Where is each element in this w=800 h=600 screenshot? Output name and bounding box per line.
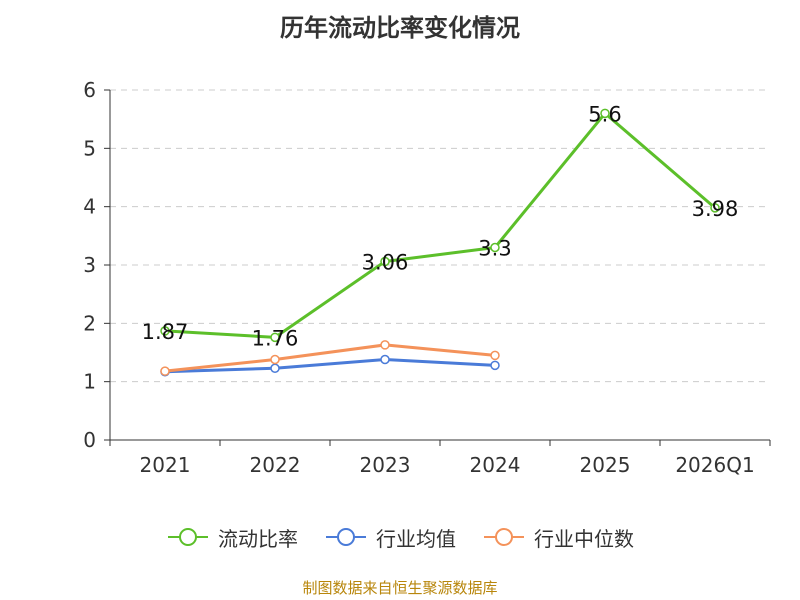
data-label: 1.87 (142, 320, 189, 344)
legend-line-marker-icon (168, 528, 208, 546)
series-line (164, 111, 716, 339)
legend: 流动比率 行业均值 行业中位数 (0, 520, 800, 554)
data-labels: 1.87 1.76 3.06 3.3 5.6 3.98 (142, 102, 739, 350)
data-label: 1.76 (252, 326, 299, 350)
legend-label: 流动比率 (218, 526, 298, 551)
y-tick-label: 6 (83, 78, 96, 102)
y-tick-label: 4 (83, 195, 96, 219)
y-tick-label: 1 (83, 370, 96, 394)
axes: 0 1 2 3 4 5 6 2021 2022 2023 2024 2025 2026Q1 (83, 78, 771, 477)
data-point (160, 326, 170, 336)
x-tick-label: 2023 (360, 453, 411, 477)
data-point (270, 363, 280, 373)
legend-line-marker-icon (484, 528, 524, 546)
grid-lines (110, 89, 770, 383)
data-point (490, 360, 500, 371)
legend-line-marker-icon (326, 528, 366, 546)
legend-label: 行业中位数 (534, 526, 634, 551)
data-point (270, 354, 280, 365)
chart-title: 历年流动比率变化情况 (280, 14, 520, 42)
series-lines (160, 108, 720, 377)
y-tick-label: 0 (83, 428, 96, 452)
data-label: 3.98 (692, 197, 739, 221)
data-point (380, 256, 390, 267)
data-point (600, 108, 610, 119)
series-line (164, 343, 496, 373)
data-label: 5.6 (588, 102, 621, 126)
data-point (490, 242, 500, 253)
y-tick-label: 2 (83, 311, 96, 335)
x-tick-label: 2022 (250, 453, 301, 477)
legend-item-industry-mean[interactable]: 行业均值 (324, 523, 456, 552)
x-tick-label: 2026Q1 (675, 453, 754, 477)
data-point (710, 203, 720, 213)
data-point (160, 366, 170, 376)
data-label: 3.06 (362, 251, 409, 275)
legend-item-industry-median[interactable]: 行业中位数 (482, 523, 634, 552)
legend-item-current-ratio[interactable]: 流动比率 (166, 523, 298, 552)
series-line (164, 358, 496, 374)
y-tick-label: 5 (83, 136, 96, 160)
data-point (490, 350, 500, 361)
y-tick-label: 3 (83, 253, 96, 277)
legend-label: 行业均值 (376, 526, 456, 551)
x-tick-label: 2024 (470, 453, 521, 477)
data-point (380, 340, 390, 350)
x-tick-label: 2021 (140, 453, 191, 477)
data-source-note: 制图数据来自恒生聚源数据库 (302, 579, 498, 597)
data-label: 3.3 (478, 237, 511, 261)
data-point (380, 354, 390, 365)
data-point (270, 332, 280, 343)
x-tick-label: 2025 (580, 453, 631, 477)
